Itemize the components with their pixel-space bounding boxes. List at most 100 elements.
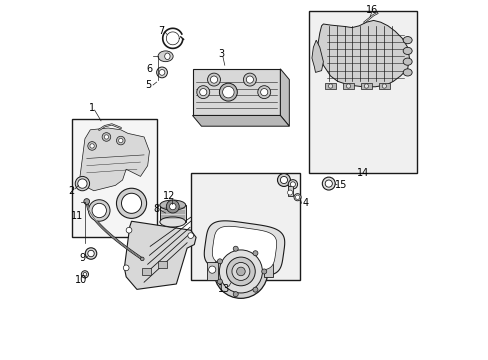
- Circle shape: [233, 246, 238, 251]
- Circle shape: [140, 257, 144, 261]
- Text: 16: 16: [365, 5, 377, 15]
- Text: 1: 1: [89, 103, 95, 113]
- Circle shape: [252, 251, 258, 256]
- Circle shape: [116, 188, 146, 219]
- Circle shape: [92, 203, 106, 218]
- Circle shape: [169, 203, 176, 210]
- Circle shape: [219, 250, 262, 293]
- Bar: [192, 69, 280, 116]
- Circle shape: [88, 200, 110, 221]
- Circle shape: [121, 193, 142, 213]
- Bar: [360, 83, 371, 89]
- Text: 15: 15: [334, 180, 347, 190]
- Polygon shape: [80, 128, 149, 191]
- Circle shape: [280, 176, 287, 184]
- Circle shape: [346, 84, 350, 88]
- Bar: [343, 83, 353, 89]
- Circle shape: [126, 227, 132, 233]
- Circle shape: [277, 174, 290, 186]
- Polygon shape: [280, 69, 289, 126]
- Circle shape: [252, 287, 258, 292]
- Bar: [287, 186, 292, 196]
- Ellipse shape: [164, 53, 170, 59]
- Bar: [325, 83, 335, 89]
- Text: 8: 8: [153, 204, 160, 214]
- Ellipse shape: [403, 58, 411, 65]
- Circle shape: [196, 86, 209, 99]
- Circle shape: [236, 267, 244, 276]
- Circle shape: [104, 135, 108, 139]
- Circle shape: [88, 250, 94, 257]
- Circle shape: [214, 244, 267, 298]
- Circle shape: [325, 180, 332, 187]
- Circle shape: [231, 262, 249, 280]
- Bar: [190, 173, 300, 280]
- Circle shape: [219, 83, 237, 101]
- Circle shape: [287, 190, 292, 195]
- Circle shape: [166, 200, 179, 213]
- Bar: [72, 119, 156, 237]
- Circle shape: [208, 266, 215, 273]
- Bar: [308, 12, 416, 173]
- Circle shape: [199, 89, 206, 96]
- Ellipse shape: [403, 37, 411, 44]
- Circle shape: [75, 176, 89, 191]
- Circle shape: [226, 257, 255, 286]
- Circle shape: [261, 269, 266, 274]
- Circle shape: [81, 271, 88, 278]
- Polygon shape: [311, 40, 323, 72]
- Text: 10: 10: [75, 275, 87, 285]
- Circle shape: [88, 141, 96, 150]
- Circle shape: [159, 69, 164, 75]
- Circle shape: [295, 195, 299, 199]
- Circle shape: [382, 84, 386, 88]
- Circle shape: [290, 182, 295, 187]
- Circle shape: [364, 84, 368, 88]
- Circle shape: [293, 194, 301, 201]
- Polygon shape: [124, 221, 196, 289]
- Bar: [160, 205, 185, 222]
- Polygon shape: [192, 116, 289, 126]
- Circle shape: [123, 265, 129, 271]
- Circle shape: [322, 177, 335, 190]
- Text: 13: 13: [217, 284, 229, 294]
- Ellipse shape: [403, 69, 411, 76]
- Ellipse shape: [160, 217, 185, 227]
- Bar: [264, 264, 273, 277]
- Bar: [158, 261, 167, 268]
- Polygon shape: [204, 221, 284, 275]
- Polygon shape: [317, 21, 408, 87]
- Circle shape: [207, 73, 220, 86]
- Text: 9: 9: [79, 253, 85, 263]
- Circle shape: [257, 86, 270, 99]
- Text: 12: 12: [163, 191, 175, 201]
- Text: 14: 14: [356, 168, 368, 178]
- Ellipse shape: [403, 47, 411, 54]
- Text: 4: 4: [302, 198, 308, 208]
- Circle shape: [217, 259, 222, 264]
- Circle shape: [243, 73, 256, 86]
- Circle shape: [222, 86, 234, 98]
- Circle shape: [187, 233, 193, 238]
- Bar: [142, 268, 151, 275]
- Circle shape: [210, 76, 217, 83]
- Circle shape: [119, 138, 122, 143]
- Circle shape: [287, 180, 297, 189]
- Ellipse shape: [160, 200, 185, 210]
- Circle shape: [260, 89, 267, 96]
- Circle shape: [233, 292, 238, 297]
- Text: 11: 11: [70, 211, 82, 221]
- Circle shape: [78, 179, 87, 188]
- Ellipse shape: [158, 51, 173, 62]
- Text: 5: 5: [145, 80, 151, 90]
- Circle shape: [102, 133, 110, 141]
- Text: 2: 2: [68, 186, 75, 196]
- Circle shape: [217, 279, 222, 284]
- Circle shape: [116, 136, 125, 145]
- Circle shape: [85, 248, 97, 259]
- Circle shape: [83, 273, 86, 276]
- Bar: [378, 83, 389, 89]
- Bar: [206, 262, 217, 280]
- Circle shape: [156, 67, 167, 78]
- Circle shape: [246, 76, 253, 83]
